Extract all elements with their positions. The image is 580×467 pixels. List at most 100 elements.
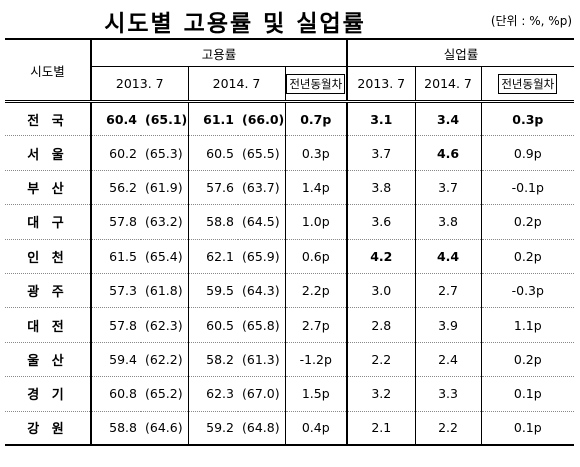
unemp-diff: 0.9p (480, 135, 575, 171)
emp-2014-rate: 58.2 (187, 341, 238, 377)
emp-2013-rate: 60.2 (90, 135, 141, 171)
emp-2014-rate: 58.8 (187, 204, 238, 240)
emp-diff: 1.0p (284, 204, 348, 240)
table-row: 경 기 60.8 (65.2) 62.3 (67.0) 1.5p 3.2 3.3 0.1p (5, 376, 575, 412)
region-name: 부 산 (5, 169, 91, 205)
emp-diff: 2.7p (284, 307, 348, 343)
unemp-diff-label: 전년동월차 (498, 73, 558, 94)
table-row: 강 원 58.8 (64.6) 59.2 (64.8) 0.4p 2.1 2.2 0.1p (5, 410, 575, 447)
table-row: 대 구 57.8 (63.2) 58.8 (64.5) 1.0p 3.6 3.8 0.2p (5, 204, 575, 240)
emp-2013-header: 2013. 7 (90, 66, 188, 103)
emp-2014-rate: 59.2 (187, 410, 238, 447)
unemp-2013: 2.1 (346, 410, 416, 447)
unemp-2014-header: 2014. 7 (414, 66, 482, 103)
unemp-2014: 2.2 (414, 410, 482, 447)
unemp-diff: 0.3p (480, 101, 575, 136)
emp-2013-paren: (65.2) (141, 376, 188, 412)
table-row: 인 천 61.5 (65.4) 62.1 (65.9) 0.6p 4.2 4.4 0.2p (5, 238, 575, 274)
unemp-diff-header: 전년동월차 (480, 66, 575, 103)
emp-2013-rate: 57.3 (90, 272, 141, 308)
emp-2014-rate: 57.6 (187, 169, 238, 205)
emp-2013-rate: 56.2 (90, 169, 141, 205)
unemp-diff: 0.1p (480, 376, 575, 412)
emp-2014-rate: 60.5 (187, 307, 238, 343)
emp-2014-rate: 59.5 (187, 272, 238, 308)
emp-2014-paren: (64.8) (238, 410, 285, 447)
region-header: 시도별 (5, 39, 91, 103)
emp-2013-rate: 59.4 (90, 341, 141, 377)
emp-diff-header: 전년동월차 (284, 66, 348, 103)
region-name: 서 울 (5, 135, 91, 171)
emp-diff: 0.4p (284, 410, 348, 447)
emp-2013-paren: (62.2) (141, 341, 188, 377)
region-name: 대 구 (5, 204, 91, 240)
emp-diff: 2.2p (284, 272, 348, 308)
region-name: 경 기 (5, 376, 91, 412)
emp-2013-paren: (65.3) (141, 135, 188, 171)
unemp-2014: 3.4 (414, 101, 482, 136)
unemp-2013: 3.7 (346, 135, 416, 171)
region-name: 대 전 (5, 307, 91, 343)
unemp-diff: 0.2p (480, 341, 575, 377)
unemp-diff: 1.1p (480, 307, 575, 343)
emp-2013-rate: 60.8 (90, 376, 141, 412)
emp-2014-rate: 62.1 (187, 238, 238, 274)
region-name: 전 국 (27, 113, 68, 129)
emp-2013-paren: (63.2) (141, 204, 188, 240)
unit-label: (단위 : %, %p) (490, 14, 572, 28)
unemp-2014: 4.6 (414, 135, 482, 171)
emp-2013-rate: 61.5 (90, 238, 141, 274)
emp-2014-paren: (63.7) (238, 169, 285, 205)
emp-2014-paren: (65.9) (238, 238, 285, 274)
table-row: 전 국 60.4 (65.1) 61.1 (66.0) 0.7p 3.1 3.4 0.3p (5, 101, 575, 136)
emp-diff: 1.4p (284, 169, 348, 205)
emp-2014-paren: (67.0) (238, 376, 285, 412)
emp-2013-rate: 57.8 (90, 307, 141, 343)
unemp-2013: 3.0 (346, 272, 416, 308)
unemp-diff: 0.2p (480, 238, 575, 274)
emp-2013-paren: (65.1) (145, 111, 188, 127)
emp-diff: 0.6p (284, 238, 348, 274)
emp-2014-paren: (65.8) (238, 307, 285, 343)
unemp-2013: 2.8 (346, 307, 416, 343)
emp-2014-header: 2014. 7 (187, 66, 285, 103)
region-name: 울 산 (5, 341, 91, 377)
unemp-2013: 3.1 (346, 101, 416, 136)
emp-2013-rate: 57.8 (90, 204, 141, 240)
table-row: 부 산 56.2 (61.9) 57.6 (63.7) 1.4p 3.8 3.7 -0.1p (5, 169, 575, 205)
unemp-2013: 3.8 (346, 169, 416, 205)
emp-2014-rate: 62.3 (187, 376, 238, 412)
unemp-diff: -0.1p (480, 169, 575, 205)
unemp-2014: 3.8 (414, 204, 482, 240)
unemp-2013-header: 2013. 7 (346, 66, 416, 103)
unemp-2014: 3.9 (414, 307, 482, 343)
emp-2014-paren: (64.5) (238, 204, 285, 240)
region-name: 인 천 (5, 238, 91, 274)
emp-2014-rate: 60.5 (187, 135, 238, 171)
table-row: 광 주 57.3 (61.8) 59.5 (64.3) 2.2p 3.0 2.7 -0.3p (5, 272, 575, 308)
unemp-diff: 0.1p (480, 410, 575, 447)
emp-diff: 1.5p (284, 376, 348, 412)
unemp-2014: 3.3 (414, 376, 482, 412)
emp-2013-rate: 58.8 (90, 410, 141, 447)
regional-employment-table: 시도별 고용률 실업률 2013. 7 2014. 7 전년동월차 2013. … (5, 38, 575, 447)
unemp-2014: 4.4 (414, 238, 482, 274)
emp-diff-label: 전년동월차 (286, 73, 346, 94)
emp-2014-paren: (64.3) (238, 272, 285, 308)
emp-2013-paren: (61.8) (141, 272, 188, 308)
table-row: 울 산 59.4 (62.2) 58.2 (61.3) -1.2p 2.2 2.4 0.2p (5, 341, 575, 377)
unemp-2013: 2.2 (346, 341, 416, 377)
unemp-diff: 0.2p (480, 204, 575, 240)
table-row: 서 울 60.2 (65.3) 60.5 (65.5) 0.3p 3.7 4.6 0.9p (5, 135, 575, 171)
table-row: 대 전 57.8 (62.3) 60.5 (65.8) 2.7p 2.8 3.9 1.1p (5, 307, 575, 343)
emp-2013-paren: (62.3) (141, 307, 188, 343)
emp-diff: 0.7p (284, 101, 348, 136)
emp-2013-paren: (65.4) (141, 238, 188, 274)
unemp-2014: 3.7 (414, 169, 482, 205)
emp-2013-rate: 60.4 (90, 101, 141, 136)
employment-rate-header: 고용률 (89, 39, 348, 67)
region-name: 강 원 (5, 410, 91, 447)
page-title: 시도별 고용률 및 실업률 (104, 11, 366, 37)
unemp-2013: 3.2 (346, 376, 416, 412)
unemployment-rate-header: 실업률 (346, 39, 575, 67)
